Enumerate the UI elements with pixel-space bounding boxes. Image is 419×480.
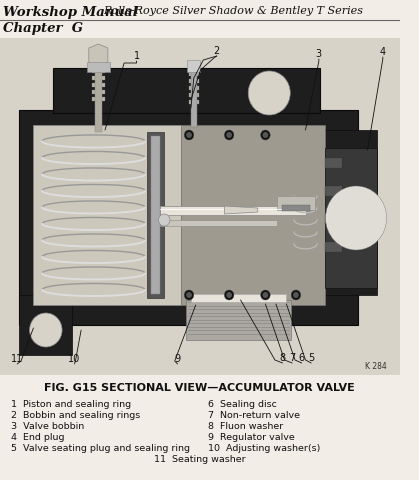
Bar — [181, 125, 325, 305]
Text: 1  Piston and sealing ring: 1 Piston and sealing ring — [11, 400, 132, 409]
Bar — [191, 294, 287, 302]
Bar — [325, 186, 342, 196]
Text: 8  Fluon washer: 8 Fluon washer — [208, 422, 283, 431]
Text: 4  End plug: 4 End plug — [11, 433, 65, 442]
Bar — [34, 125, 181, 305]
Bar — [19, 110, 358, 325]
Circle shape — [186, 132, 192, 138]
Circle shape — [349, 210, 364, 226]
Circle shape — [326, 186, 387, 250]
Circle shape — [184, 130, 194, 140]
Text: 8: 8 — [279, 353, 286, 363]
Bar — [187, 60, 200, 72]
Bar — [325, 214, 342, 224]
Circle shape — [30, 313, 62, 347]
Text: 5  Valve seating plug and sealing ring: 5 Valve seating plug and sealing ring — [11, 444, 191, 453]
Bar — [92, 69, 105, 73]
Bar — [160, 206, 305, 215]
Bar — [189, 72, 199, 76]
Circle shape — [226, 292, 232, 298]
Bar — [325, 242, 342, 252]
Circle shape — [248, 71, 290, 115]
Circle shape — [261, 290, 270, 300]
Bar — [189, 93, 199, 97]
Text: 10: 10 — [68, 354, 80, 364]
Bar — [92, 76, 105, 80]
Text: 9  Regulator valve: 9 Regulator valve — [208, 433, 295, 442]
Circle shape — [333, 194, 379, 242]
Circle shape — [263, 292, 268, 298]
Text: Rolls-Royce Silver Shadow & Bentley T Series: Rolls-Royce Silver Shadow & Bentley T Se… — [103, 6, 363, 16]
Bar — [92, 97, 105, 101]
Bar — [92, 55, 105, 59]
Text: 6: 6 — [299, 353, 305, 363]
Bar — [87, 62, 110, 72]
Bar — [325, 130, 377, 295]
Text: 11  Seating washer: 11 Seating washer — [154, 455, 246, 464]
Bar — [151, 136, 160, 294]
Circle shape — [226, 132, 232, 138]
Text: 7  Non-return valve: 7 Non-return valve — [208, 411, 300, 420]
Bar — [186, 300, 291, 340]
Text: 3: 3 — [316, 49, 322, 59]
Bar — [19, 295, 72, 355]
Bar — [282, 205, 310, 211]
Text: Workshop Manual: Workshop Manual — [3, 6, 137, 19]
Circle shape — [158, 214, 170, 226]
Polygon shape — [224, 206, 258, 214]
Bar — [189, 79, 199, 83]
Bar — [189, 100, 199, 104]
Circle shape — [224, 130, 234, 140]
Text: 10  Adjusting washer(s): 10 Adjusting washer(s) — [208, 444, 321, 453]
Text: 11: 11 — [11, 354, 23, 364]
Text: 6  Sealing disc: 6 Sealing disc — [208, 400, 277, 409]
Text: Chapter  G: Chapter G — [3, 22, 83, 35]
Text: 1: 1 — [134, 51, 140, 61]
Bar — [147, 132, 164, 298]
Bar — [189, 86, 199, 90]
Text: 2: 2 — [214, 46, 220, 56]
Text: 4: 4 — [380, 47, 386, 57]
Bar — [277, 196, 315, 210]
Bar — [92, 90, 105, 94]
Bar — [92, 83, 105, 87]
Polygon shape — [89, 44, 108, 66]
Bar — [325, 158, 342, 168]
Bar — [92, 48, 105, 52]
Bar — [52, 68, 320, 113]
Text: 5: 5 — [308, 353, 314, 363]
Circle shape — [186, 292, 192, 298]
Circle shape — [341, 202, 371, 234]
Bar — [160, 220, 277, 226]
Circle shape — [224, 290, 234, 300]
Text: FIG. G15 SECTIONAL VIEW—ACCUMULATOR VALVE: FIG. G15 SECTIONAL VIEW—ACCUMULATOR VALV… — [44, 383, 355, 393]
Text: K 284: K 284 — [365, 362, 387, 371]
Bar — [0, 38, 400, 375]
Circle shape — [293, 292, 299, 298]
Bar — [191, 72, 197, 127]
Circle shape — [263, 132, 268, 138]
Circle shape — [184, 290, 194, 300]
Circle shape — [291, 290, 301, 300]
Text: 3  Valve bobbin: 3 Valve bobbin — [11, 422, 85, 431]
Bar — [95, 72, 102, 132]
Bar — [92, 62, 105, 66]
Text: 7: 7 — [289, 353, 295, 363]
Text: 9: 9 — [175, 354, 181, 364]
Bar — [189, 65, 199, 69]
Text: 2  Bobbin and sealing rings: 2 Bobbin and sealing rings — [11, 411, 141, 420]
Circle shape — [261, 130, 270, 140]
Bar — [325, 148, 377, 288]
